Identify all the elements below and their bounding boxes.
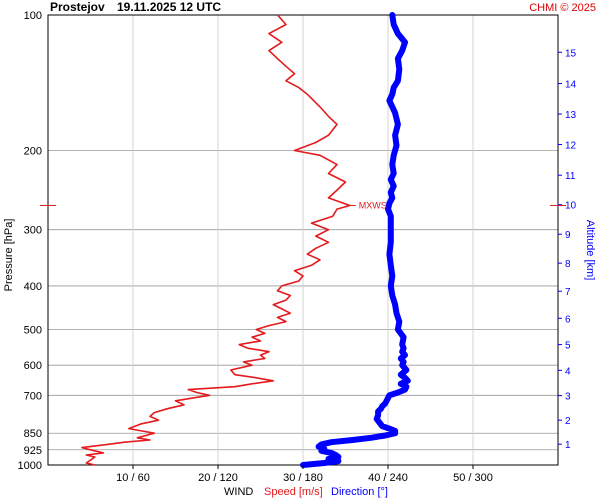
- y-axis-label: Pressure [hPa]: [3, 219, 15, 292]
- x-axis-label-direction: Direction [°]: [331, 486, 388, 498]
- wind-tick-label: 50 / 300: [453, 472, 493, 484]
- pressure-tick-label: 300: [24, 225, 42, 237]
- altitude-tick-label: 15: [565, 48, 577, 59]
- altitude-tick-label: 9: [565, 230, 571, 241]
- altitude-tick-label: 8: [565, 259, 571, 270]
- x-axis-label-prefix: WIND: [224, 486, 253, 498]
- pressure-tick-label: 1000: [18, 460, 42, 472]
- pressure-tick-label: 500: [24, 325, 42, 337]
- wind-tick-labels: 10 / 60 20 / 120 30 / 180 40 / 240 50 / 300: [116, 465, 493, 484]
- wind-tick-label: 40 / 240: [368, 472, 408, 484]
- y2-axis-label: Altitude [km]: [584, 220, 596, 281]
- pressure-tick-label: 100: [24, 10, 42, 22]
- wind-tick-label: 30 / 180: [283, 472, 323, 484]
- pressure-tick-label: 850: [24, 428, 42, 440]
- pressure-tick-label: 400: [24, 281, 42, 293]
- x-axis-label-speed: Speed [m/s]: [264, 486, 323, 498]
- station-name: Prostejov: [50, 0, 105, 14]
- pressure-tick-label: 200: [24, 145, 42, 157]
- credit-text: CHMI © 2025: [529, 2, 596, 14]
- altitude-tick-label: 11: [565, 171, 576, 182]
- speed-line: [81, 14, 351, 466]
- altitude-tick-label: 2: [565, 416, 571, 427]
- altitude-tick-label: 3: [565, 392, 571, 403]
- sounding-datetime: 19.11.2025 12 UTC: [117, 0, 221, 14]
- pressure-tick-label: 925: [24, 445, 42, 457]
- altitude-tick-label: 5: [565, 341, 571, 352]
- grid-lines: [48, 15, 558, 465]
- data-series: [81, 12, 411, 468]
- altitude-tick-label: 7: [565, 287, 571, 298]
- max-wind-label: MXWS: [359, 200, 387, 210]
- direction-line: [300, 12, 411, 468]
- altitude-tick-label: 12: [565, 141, 577, 152]
- altitude-tick-label: 6: [565, 314, 571, 325]
- pressure-tick-label: 600: [24, 360, 42, 372]
- wind-tick-label: 10 / 60: [116, 472, 150, 484]
- altitude-tick-label: 10: [565, 201, 577, 212]
- altitude-tick-label: 14: [565, 80, 577, 91]
- pressure-tick-label: 700: [24, 390, 42, 402]
- pressure-tick-labels: 100 200 300 400 500 600 700 850 925 1000: [18, 10, 42, 472]
- altitude-tick-label: 13: [565, 110, 577, 121]
- altitude-tick-label: 1: [565, 440, 571, 451]
- wind-tick-label: 20 / 120: [198, 472, 238, 484]
- altitude-tick-label: 4: [565, 366, 571, 377]
